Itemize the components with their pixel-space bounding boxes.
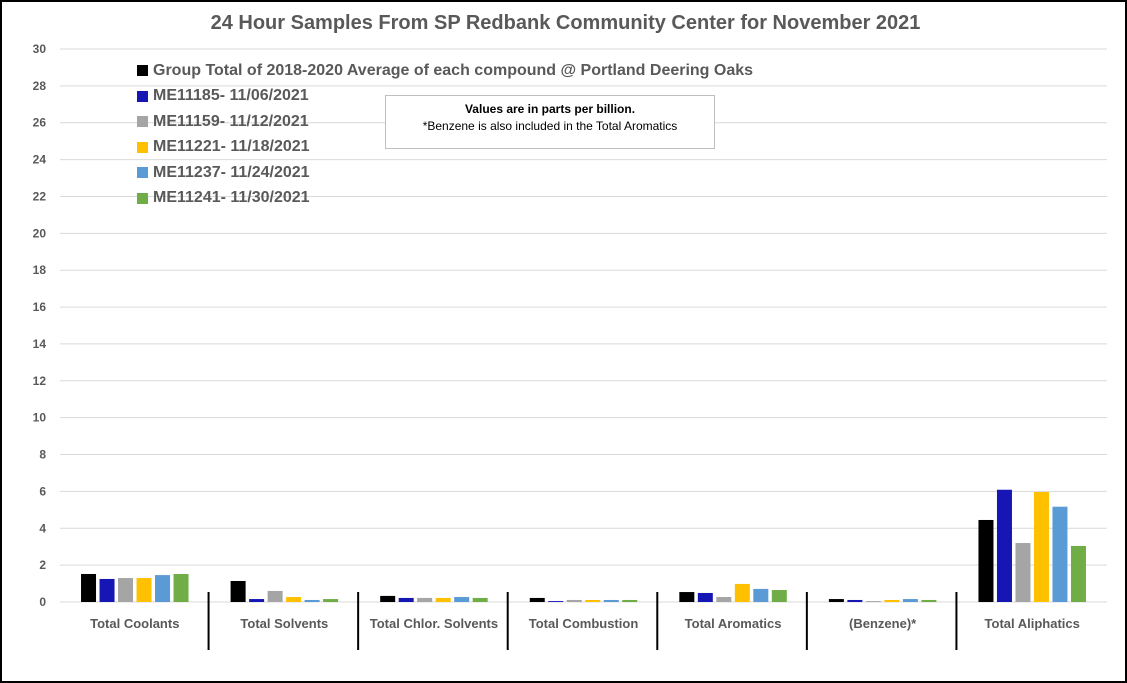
legend-label: ME11241- 11/30/2021 [153,189,310,207]
bar [585,599,601,602]
x-tick-label: Total Combustion [529,616,639,631]
y-tick-label: 16 [33,300,47,314]
y-tick-label: 10 [33,411,47,425]
bar [230,580,246,602]
bar [1015,543,1031,602]
bar [249,599,265,602]
bar [417,597,433,602]
bar [548,601,564,602]
y-tick-label: 8 [39,448,46,462]
bar [566,599,582,602]
legend-label: ME11159- 11/12/2021 [153,112,309,130]
bar [267,590,283,602]
y-tick-label: 26 [33,116,47,130]
bar [902,599,918,602]
bar [380,595,396,602]
bar [753,588,769,602]
bar [847,599,863,602]
bar [286,597,302,602]
y-tick-label: 6 [39,484,46,498]
bar [865,601,881,602]
bar [978,519,994,602]
bar [996,489,1012,602]
annotation-line-2: *Benzene is also included in the Total A… [422,119,678,133]
legend-label: ME11221- 11/18/2021 [153,138,310,156]
legend-swatch [137,65,148,77]
legend-item: ME11159- 11/12/2021 [137,109,753,135]
legend-swatch [137,116,148,128]
legend-swatch [137,90,148,102]
bar [828,599,844,602]
legend-item: ME11241- 11/30/2021 [137,186,753,212]
legend-label: ME11185- 11/06/2021 [153,87,309,105]
y-tick-label: 22 [33,189,47,203]
chart-title: 24 Hour Samples From SP Redbank Communit… [210,12,921,34]
bar [173,573,189,602]
annotation-line-1: Values are in parts per billion. [464,102,636,116]
x-tick-label: Total Coolants [90,616,179,631]
bar [118,578,134,602]
annotation-box: Values are in parts per billion. *Benzen… [385,95,715,149]
bar [603,599,619,602]
y-tick-label: 4 [39,521,46,535]
legend-item: ME11185- 11/06/2021 [137,84,753,110]
legend-swatch [137,167,148,179]
bar [155,575,171,602]
legend-item: ME11237- 11/24/2021 [137,160,753,186]
y-tick-label: 30 [33,42,47,56]
y-tick-label: 18 [33,263,47,277]
bar [1033,491,1049,602]
x-tick-label: Total Aromatics [685,616,782,631]
bar [921,599,937,602]
legend-swatch [137,192,148,204]
legend: Group Total of 2018-2020 Average of each… [137,58,753,211]
legend-swatch [137,141,148,153]
x-tick-label: Total Aliphatics [985,616,1080,631]
y-tick-label: 0 [39,595,46,609]
bar [529,597,545,602]
y-tick-label: 2 [39,558,46,572]
bar [771,590,787,602]
bar [622,599,638,602]
bar [1052,506,1068,602]
bar [1070,545,1086,602]
y-tick-label: 12 [33,374,47,388]
bar [697,592,713,602]
bar [398,597,414,602]
bar [323,599,339,602]
bar [81,573,97,602]
y-tick-label: 24 [33,153,47,167]
bar [136,578,152,602]
bar [472,597,488,602]
bar [734,583,750,602]
x-tick-label: Total Chlor. Solvents [370,616,498,631]
bar [435,597,451,602]
legend-label: ME11237- 11/24/2021 [153,163,310,181]
bar [884,599,900,602]
bar [454,597,470,602]
y-tick-label: 28 [33,79,47,93]
bar [304,599,320,602]
bar [99,578,115,602]
legend-item: ME11221- 11/18/2021 [137,135,753,161]
legend-item: Group Total of 2018-2020 Average of each… [137,58,753,84]
x-tick-label: (Benzene)* [849,616,917,631]
bar [716,597,732,602]
bar [679,592,695,602]
y-tick-label: 20 [33,226,47,240]
legend-label: Group Total of 2018-2020 Average of each… [153,61,754,79]
x-tick-label: Total Solvents [240,616,328,631]
y-tick-label: 14 [33,337,47,351]
